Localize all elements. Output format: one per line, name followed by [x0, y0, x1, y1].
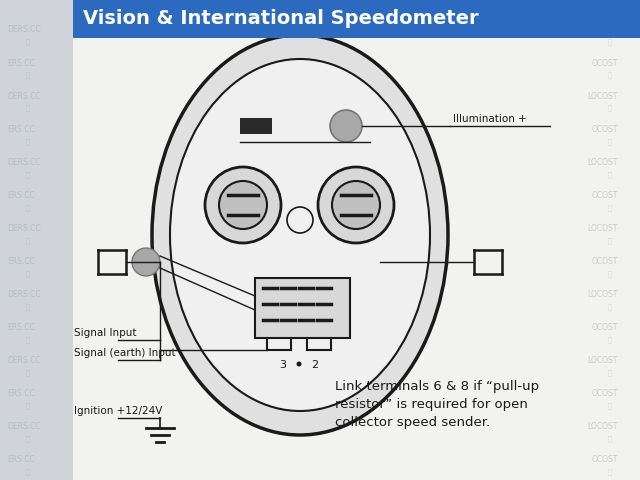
Text: ⛰: ⛰	[608, 105, 612, 111]
Circle shape	[205, 167, 281, 243]
Text: DERS.CC: DERS.CC	[7, 92, 40, 101]
Text: ERS.CC: ERS.CC	[7, 125, 35, 134]
Text: ⛰: ⛰	[608, 436, 612, 442]
Text: 3: 3	[280, 360, 287, 370]
Text: ⛰: ⛰	[26, 436, 30, 442]
Text: Illumination +: Illumination +	[453, 114, 527, 124]
Circle shape	[287, 207, 313, 233]
Circle shape	[332, 181, 380, 229]
Text: ⛰: ⛰	[26, 468, 30, 475]
Bar	[73, 38, 640, 480]
Circle shape	[318, 167, 394, 243]
Text: ERS.CC: ERS.CC	[7, 389, 35, 398]
Text: ⛰: ⛰	[26, 138, 30, 144]
Text: ⛰: ⛰	[26, 171, 30, 178]
Ellipse shape	[170, 59, 430, 411]
Text: DERS.CC: DERS.CC	[7, 422, 40, 432]
Text: DERS.CC: DERS.CC	[7, 224, 40, 233]
Text: LOCOST: LOCOST	[588, 158, 618, 167]
Text: Vision & International Speedometer: Vision & International Speedometer	[83, 10, 479, 28]
Text: ERS.CC: ERS.CC	[7, 323, 35, 332]
Text: DERS.CC: DERS.CC	[7, 25, 40, 35]
Text: ⛰: ⛰	[26, 204, 30, 211]
Text: LOCOST: LOCOST	[588, 92, 618, 101]
Text: Ignition +12/24V: Ignition +12/24V	[74, 406, 163, 416]
Text: ⛰: ⛰	[608, 72, 612, 78]
Text: ⛰: ⛰	[26, 237, 30, 244]
Text: LOCOST: LOCOST	[588, 25, 618, 35]
Text: ⛰: ⛰	[608, 39, 612, 45]
Text: ⛰: ⛰	[608, 468, 612, 475]
Text: ⛰: ⛰	[608, 336, 612, 343]
Text: ⛰: ⛰	[608, 237, 612, 244]
Text: DERS.CC: DERS.CC	[7, 158, 40, 167]
Text: resistor” is required for open: resistor” is required for open	[335, 398, 528, 411]
Text: LOCOST: LOCOST	[588, 356, 618, 365]
Text: OCOST: OCOST	[591, 257, 618, 266]
Text: LOCOST: LOCOST	[588, 224, 618, 233]
Text: LOCOST: LOCOST	[588, 290, 618, 299]
Text: ⛰: ⛰	[608, 303, 612, 310]
Text: collector speed sender.: collector speed sender.	[335, 416, 490, 429]
Text: ⛰: ⛰	[26, 105, 30, 111]
Bar	[255, 278, 350, 338]
Text: ⛰: ⛰	[608, 138, 612, 144]
Bar	[73, 0, 640, 38]
Circle shape	[330, 110, 362, 142]
Circle shape	[132, 248, 160, 276]
Text: OCOST: OCOST	[591, 323, 618, 332]
Text: DERS.CC: DERS.CC	[7, 356, 40, 365]
Text: ⛰: ⛰	[608, 403, 612, 409]
Text: Signal (earth) Input: Signal (earth) Input	[74, 348, 175, 358]
Text: ⛰: ⛰	[26, 72, 30, 78]
Text: ⛰: ⛰	[26, 39, 30, 45]
Text: OCOST: OCOST	[591, 125, 618, 134]
Text: LOCOST: LOCOST	[588, 422, 618, 432]
Ellipse shape	[152, 35, 448, 435]
Text: ⛰: ⛰	[608, 204, 612, 211]
Text: ERS.CC: ERS.CC	[7, 257, 35, 266]
Text: OCOST: OCOST	[591, 59, 618, 68]
Text: ⛰: ⛰	[608, 270, 612, 277]
Text: OCOST: OCOST	[591, 191, 618, 200]
Text: ⛰: ⛰	[608, 370, 612, 376]
Text: ⛰: ⛰	[608, 171, 612, 178]
Text: ⛰: ⛰	[26, 303, 30, 310]
Text: ⛰: ⛰	[26, 270, 30, 277]
Text: OCOST: OCOST	[591, 456, 618, 465]
Text: ERS.CC: ERS.CC	[7, 59, 35, 68]
Bar	[240, 118, 272, 134]
Circle shape	[296, 361, 301, 367]
Text: ⛰: ⛰	[26, 336, 30, 343]
Circle shape	[219, 181, 267, 229]
Text: Signal Input: Signal Input	[74, 328, 136, 338]
Text: DERS.CC: DERS.CC	[7, 290, 40, 299]
Text: OCOST: OCOST	[591, 389, 618, 398]
Text: ⛰: ⛰	[26, 403, 30, 409]
Text: ERS.CC: ERS.CC	[7, 191, 35, 200]
Text: ERS.CC: ERS.CC	[7, 456, 35, 465]
Text: 2: 2	[312, 360, 319, 370]
Text: Link terminals 6 & 8 if “pull-up: Link terminals 6 & 8 if “pull-up	[335, 380, 539, 393]
Text: ⛰: ⛰	[26, 370, 30, 376]
